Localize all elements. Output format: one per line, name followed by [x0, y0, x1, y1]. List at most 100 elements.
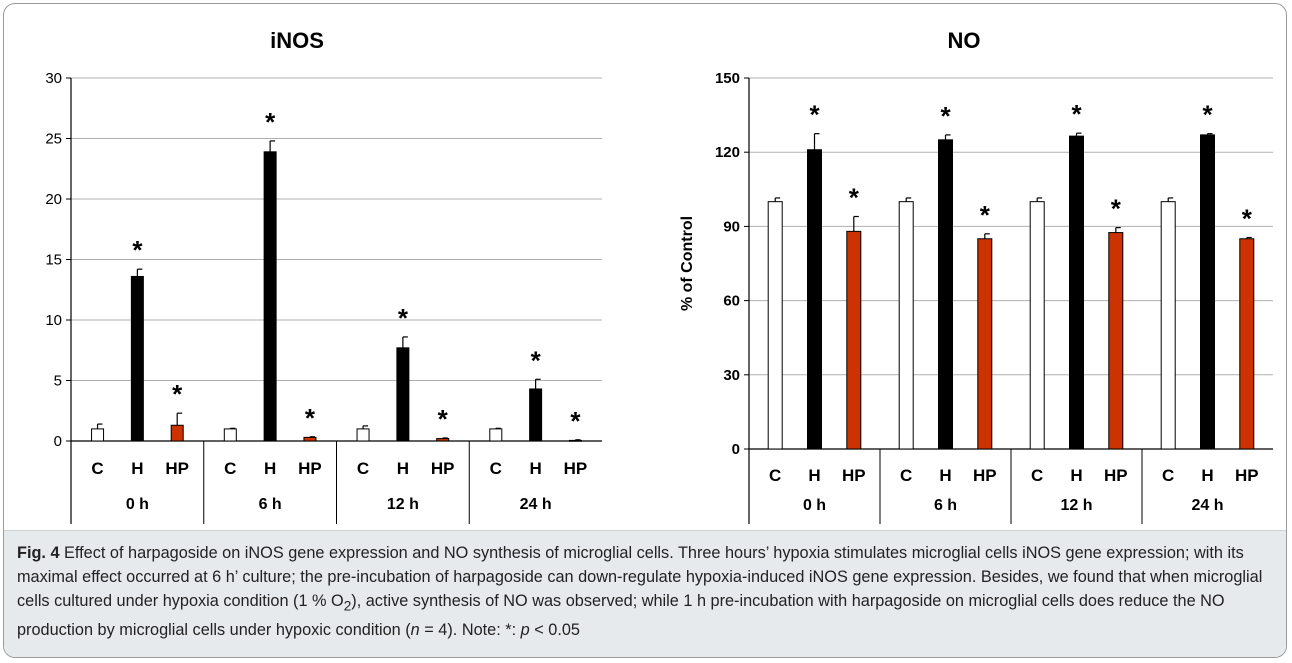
significance-star: * [809, 100, 820, 130]
caption-text-4: < 0.05 [529, 621, 580, 640]
caption-fig-label: Fig. 4 [17, 544, 60, 562]
significance-star: * [1071, 99, 1082, 129]
bar-h-0h [807, 149, 822, 450]
significance-star: * [849, 183, 860, 213]
bar-h-24h [529, 388, 543, 442]
significance-star: * [398, 303, 409, 333]
category-label: HP [1104, 466, 1128, 485]
bar-h-6h [938, 139, 953, 450]
caption-text-1: Effect of harpagoside on iNOS gene expre… [17, 544, 1263, 610]
bar-hp-12h [1108, 232, 1124, 450]
significance-star: * [438, 404, 449, 434]
y-axis-label: % of Control [679, 216, 696, 311]
group-label: 12 h [387, 496, 419, 513]
category-label: C [91, 459, 103, 478]
bar-c-0h [767, 201, 783, 450]
category-label: C [490, 459, 502, 478]
bar-c-0h [91, 428, 105, 442]
category-label: C [769, 466, 781, 485]
category-label: H [1201, 466, 1213, 485]
category-label: C [224, 459, 236, 478]
no-chart: NO % of Control 0 30 60 90 120 150 C * H * HP 0 h C * H *… [679, 28, 1273, 524]
group-label: 24 h [520, 496, 552, 513]
category-label: H [264, 459, 276, 478]
y-tick-label: 120 [715, 144, 740, 161]
chart-title: NO [948, 28, 981, 53]
y-tick-label: 0 [54, 433, 62, 450]
category-label: H [808, 466, 820, 485]
significance-star: * [531, 345, 542, 375]
group-label: 6 h [259, 496, 282, 513]
bar-hp-12h [436, 438, 450, 442]
significance-star: * [305, 403, 316, 433]
category-label: HP [1235, 466, 1259, 485]
bar-hp-0h [846, 230, 862, 450]
category-label: HP [842, 466, 866, 485]
y-tick-label: 150 [715, 70, 740, 87]
group-label: 0 h [803, 497, 826, 514]
category-label: C [1162, 466, 1174, 485]
significance-star: * [940, 101, 951, 131]
category-label: H [529, 459, 541, 478]
category-label: HP [973, 466, 997, 485]
significance-star: * [1111, 194, 1122, 224]
significance-star: * [172, 379, 183, 409]
chart-title: iNOS [270, 28, 324, 53]
caption-text-2: ), active synthesis of NO was observed; … [17, 592, 1225, 640]
category-label: H [1070, 466, 1082, 485]
y-tick-label: 60 [723, 293, 740, 310]
category-label: HP [564, 459, 588, 478]
caption-n: n [410, 621, 420, 640]
y-tick-label: 30 [723, 367, 740, 384]
category-label: HP [298, 459, 322, 478]
significance-star: * [132, 235, 143, 265]
bar-h-0h [130, 275, 144, 442]
caption-o2-subscript: 2 [343, 598, 352, 614]
figure-frame: iNOS 0 5 10 15 20 25 30 C * H * HP 0 h C * H * HP 6 h C * H * HP… [3, 3, 1287, 658]
bar-c-24h [1160, 201, 1176, 450]
group-label: 0 h [126, 496, 149, 513]
y-tick-label: 15 [45, 252, 62, 269]
category-label: C [900, 466, 912, 485]
bar-h-6h [263, 151, 277, 442]
category-label: H [939, 466, 951, 485]
y-tick-label: 25 [45, 131, 62, 148]
y-tick-label: 90 [723, 218, 740, 235]
bar-hp-24h [568, 439, 582, 442]
bar-c-24h [489, 428, 503, 442]
significance-star: * [1242, 204, 1253, 234]
caption-text-3: = 4). Note: *: [419, 621, 521, 640]
y-tick-label: 30 [45, 70, 62, 87]
figure-caption: Fig. 4 Effect of harpagoside on iNOS gen… [4, 530, 1286, 657]
bar-hp-6h [977, 238, 993, 450]
group-label: 12 h [1060, 497, 1092, 514]
category-label: HP [165, 459, 189, 478]
y-tick-label: 5 [54, 373, 62, 390]
category-label: C [1031, 466, 1043, 485]
category-label: H [131, 459, 143, 478]
caption-p: p [520, 621, 530, 640]
y-tick-label: 20 [45, 191, 62, 208]
bar-h-24h [1200, 134, 1215, 450]
bar-hp-24h [1239, 238, 1255, 450]
inos-chart: iNOS 0 5 10 15 20 25 30 C * H * HP 0 h C * H * HP 6 h C * H * HP… [45, 28, 602, 524]
category-label: HP [431, 459, 455, 478]
group-label: 24 h [1191, 497, 1223, 514]
significance-star: * [980, 200, 991, 230]
bar-hp-0h [170, 424, 184, 442]
significance-star: * [265, 107, 276, 137]
y-tick-label: 10 [45, 312, 62, 329]
y-tick-label: 0 [732, 441, 740, 458]
bar-c-6h [898, 201, 914, 450]
significance-star: * [570, 406, 581, 436]
group-label: 6 h [934, 497, 957, 514]
category-label: H [397, 459, 409, 478]
bar-c-12h [1029, 201, 1045, 450]
bar-h-12h [396, 347, 410, 442]
significance-star: * [1202, 100, 1213, 130]
bar-c-6h [223, 428, 237, 442]
bar-h-12h [1069, 135, 1084, 450]
bar-hp-6h [303, 436, 317, 442]
category-label: C [357, 459, 369, 478]
bar-c-12h [356, 428, 370, 442]
